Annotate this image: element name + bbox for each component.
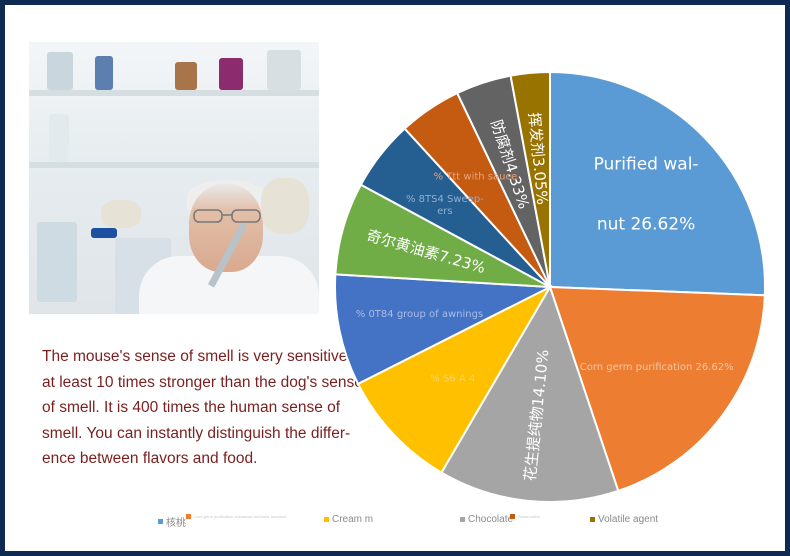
bottle: [219, 58, 243, 90]
pie-slice: [549, 70, 766, 297]
slice-label: % S6 A 4: [430, 373, 475, 384]
legend-item: Chocolate: [460, 514, 513, 525]
pie-slice: [356, 284, 553, 474]
slice-label: % 0T84 group of awnings: [356, 309, 483, 320]
legend-label: Preservative: [518, 514, 541, 519]
bottle: [267, 50, 301, 90]
flask-cap: [91, 228, 117, 238]
bottle: [95, 56, 113, 90]
description-line: ence between flavors and food.: [42, 450, 258, 467]
slice-label: Purified wal-nut 26.62%: [594, 155, 699, 235]
bottle: [47, 52, 73, 90]
glove: [101, 200, 141, 228]
legend-swatch: [158, 519, 163, 524]
legend-label: 核桃: [166, 518, 186, 529]
legend-label: Corn germ purification substance hormone…: [194, 514, 287, 519]
description-line: of smell. It is 400 times the human sens…: [42, 399, 341, 416]
glove: [261, 178, 309, 234]
legend-item: Corn germ purification substance hormone…: [186, 514, 287, 519]
description-line: at least 10 times stronger than the dog'…: [42, 373, 363, 391]
legend-swatch: [460, 517, 465, 522]
pie-slice: [440, 284, 620, 503]
pie-slice: [548, 285, 766, 493]
scientist-photo: [29, 42, 319, 314]
legend-swatch: [324, 517, 329, 522]
description-text: The mouse's sense of smell is very sensi…: [42, 344, 372, 472]
slice-label: % 8TS4 Sweep-ers: [406, 194, 484, 217]
slice-label: Corn germ purification 26.62%: [580, 362, 734, 373]
legend-swatch: [590, 517, 595, 522]
flask: [37, 222, 77, 302]
legend-label: Cream m: [332, 514, 374, 525]
pie-slice: [509, 70, 551, 288]
description-line: smell. You can instantly distinguish the…: [42, 424, 351, 442]
bottle: [49, 114, 69, 162]
legend-item: 核桃: [158, 514, 186, 529]
legend-label: Volatile agent: [598, 514, 659, 525]
slice-label: % Ttt with sauce: [434, 172, 518, 183]
shelf: [29, 162, 319, 168]
shelf: [29, 90, 319, 96]
legend-swatch: [510, 514, 515, 519]
glasses-icon: [193, 209, 261, 223]
legend-item: Cream m: [324, 514, 373, 525]
legend-swatch: [186, 514, 191, 519]
legend-label: Chocolate: [468, 514, 514, 525]
description-line: The mouse's sense of smell is very sensi…: [42, 348, 352, 365]
legend-item: Preservative: [510, 514, 540, 519]
bottle: [175, 62, 197, 90]
pie-slice: [334, 273, 554, 386]
legend-item: Volatile agent: [590, 514, 658, 525]
chart-legend: 核桃 Corn germ purification substance hormo…: [158, 514, 678, 529]
